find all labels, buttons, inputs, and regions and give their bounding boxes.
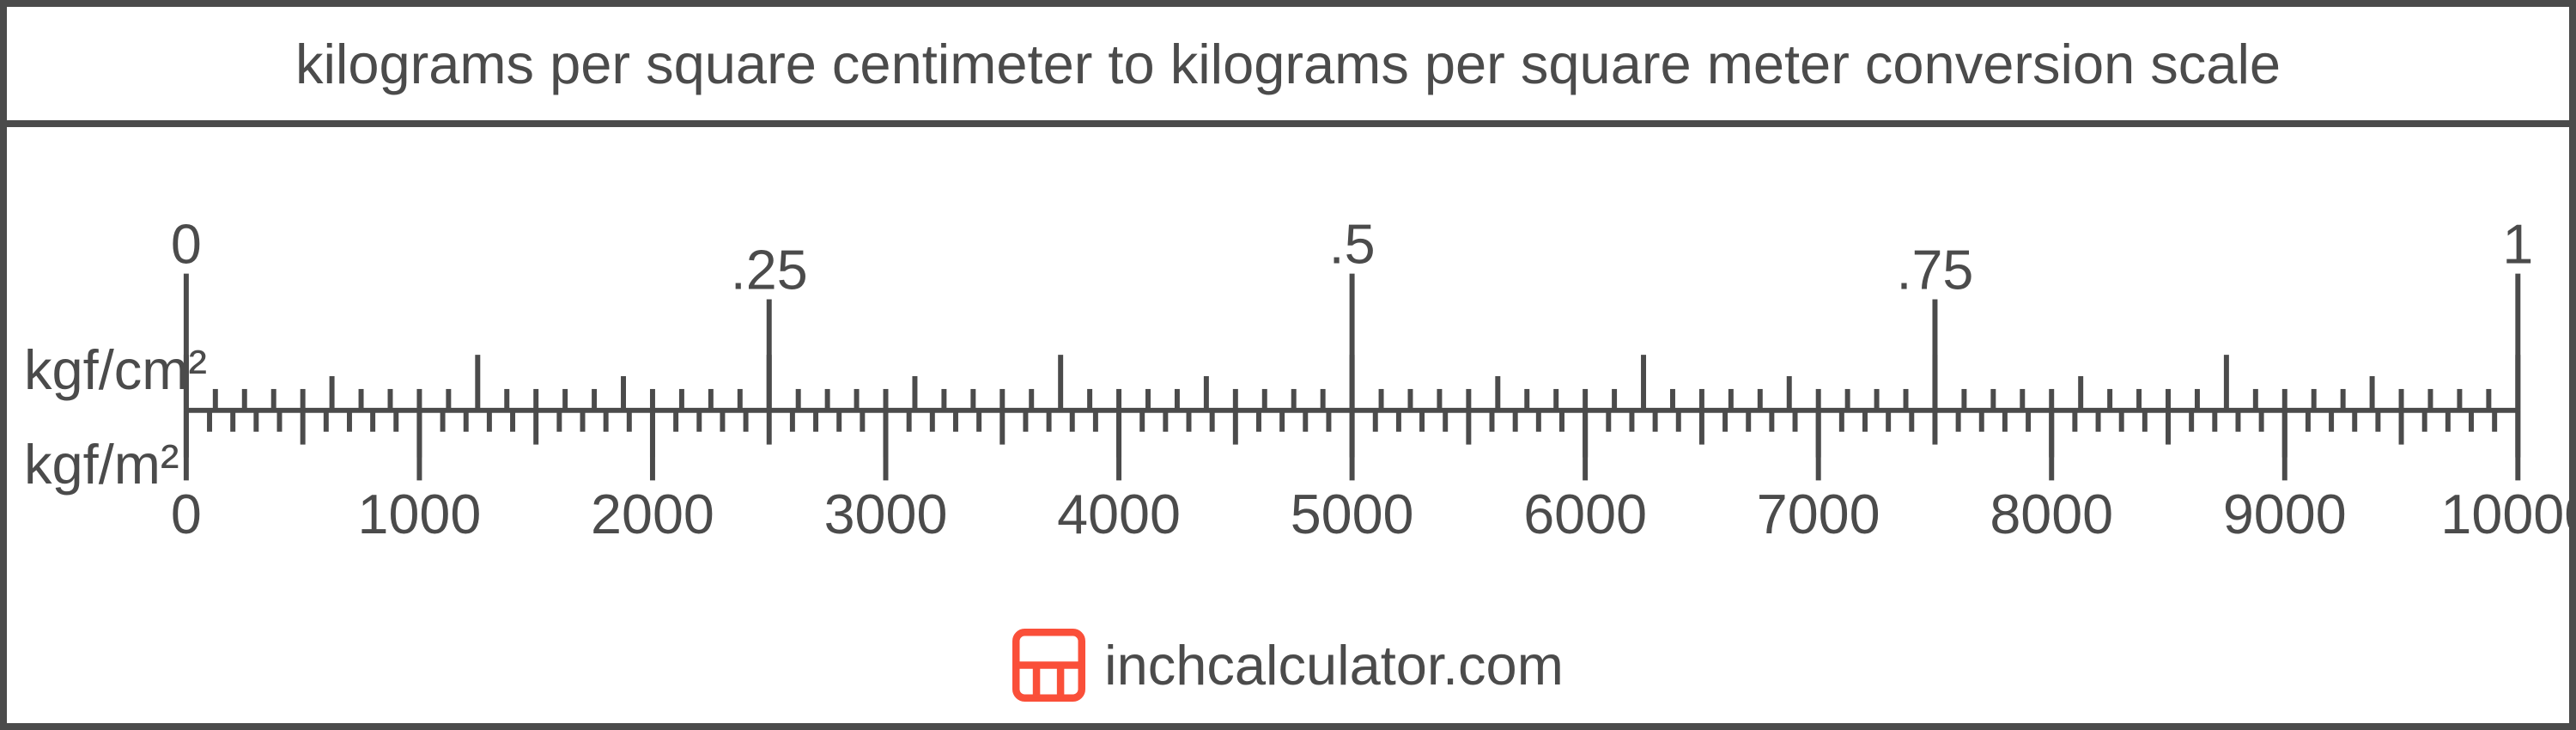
svg-text:9000: 9000 xyxy=(2223,483,2347,545)
svg-text:8000: 8000 xyxy=(1990,483,2113,545)
svg-text:2000: 2000 xyxy=(591,483,714,545)
svg-text:1000: 1000 xyxy=(358,483,482,545)
svg-text:.75: .75 xyxy=(1897,239,1974,301)
svg-text:.5: .5 xyxy=(1329,213,1376,276)
conversion-ruler: 0 .25 .5 .75 1 0 1000 2000 3000 4000 5000 6000 7000 8… xyxy=(7,140,2569,621)
svg-text:7000: 7000 xyxy=(1757,483,1880,545)
svg-text:0: 0 xyxy=(171,483,202,545)
svg-text:1: 1 xyxy=(2502,213,2533,276)
footer-text: inchcalculator.com xyxy=(1104,633,1564,697)
svg-text:.25: .25 xyxy=(731,239,808,301)
svg-text:10000: 10000 xyxy=(2440,483,2569,545)
title-text: kilograms per square centimeter to kilog… xyxy=(295,32,2281,96)
svg-text:4000: 4000 xyxy=(1057,483,1181,545)
svg-text:5000: 5000 xyxy=(1291,483,1414,545)
calculator-icon xyxy=(1012,629,1085,702)
svg-text:6000: 6000 xyxy=(1523,483,1647,545)
svg-text:0: 0 xyxy=(171,213,202,276)
footer: inchcalculator.com xyxy=(7,629,2569,702)
outer-frame: kilograms per square centimeter to kilog… xyxy=(0,0,2576,730)
svg-text:3000: 3000 xyxy=(824,483,948,545)
title-bar: kilograms per square centimeter to kilog… xyxy=(7,7,2569,127)
